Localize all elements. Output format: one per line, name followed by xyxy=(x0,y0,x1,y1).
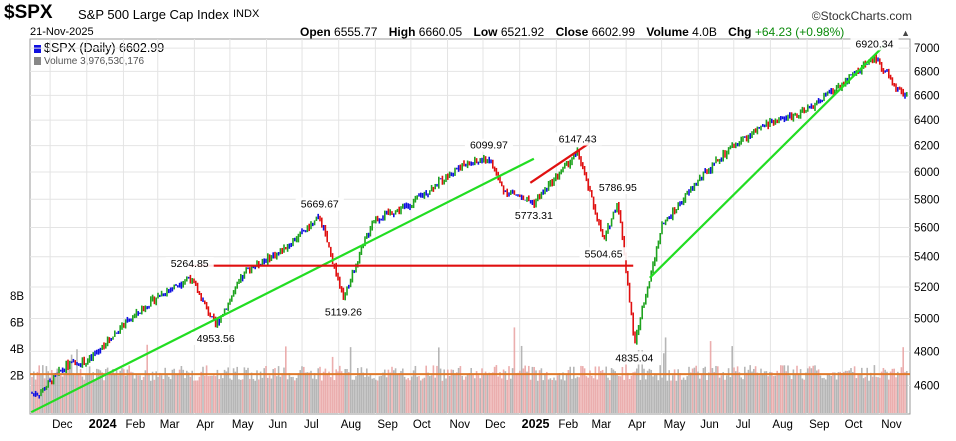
y-tick-label: 5600 xyxy=(914,222,940,234)
x-tick-label: Apr xyxy=(196,419,214,431)
trendline-support xyxy=(649,45,885,279)
annotation-label: 5264.85 xyxy=(171,258,209,270)
close-value: 6602.99 xyxy=(591,25,635,39)
low-value: 6521.92 xyxy=(500,25,545,39)
x-tick-label: Mar xyxy=(591,419,611,431)
x-tick-label: Aug xyxy=(341,419,361,431)
volume-value: 4.0B xyxy=(692,25,717,39)
y-tick-label: 6000 xyxy=(914,167,940,179)
x-tick-label: Feb xyxy=(125,419,145,431)
y-tick-label: 6800 xyxy=(914,66,940,78)
x-tick-label: Jul xyxy=(304,419,319,431)
x-tick-label: Nov xyxy=(450,419,471,431)
x-tick-label: May xyxy=(664,419,686,431)
index-name: S&P 500 Large Cap Index xyxy=(78,7,229,22)
annotation-bg xyxy=(610,351,659,365)
annotation-bg xyxy=(165,257,214,271)
high-label: High xyxy=(388,25,416,39)
date-label: 21-Nov-2025 xyxy=(30,26,94,38)
annotation-label: 4953.56 xyxy=(197,333,235,345)
y-tick-label: 5000 xyxy=(914,314,940,326)
plot-frame xyxy=(29,38,911,415)
trendline-resistance xyxy=(529,142,591,184)
x-tick-label: May xyxy=(232,419,254,431)
open-label: Open xyxy=(300,25,331,39)
close-label: Close xyxy=(555,25,589,39)
x-tick-label: 2024 xyxy=(89,417,117,431)
chg-value: +64.23 (+0.98%) xyxy=(754,25,845,39)
brand-label: ©StockCharts.com xyxy=(811,9,912,23)
volume-legend-swatch xyxy=(34,57,41,66)
price-legend-swatch xyxy=(34,44,41,53)
annotation-label: 6920.34 xyxy=(856,38,894,50)
volume-tick-label: 6B xyxy=(10,318,24,330)
annotation-bg xyxy=(191,332,240,346)
y-tick-label: 6400 xyxy=(914,115,940,127)
x-tick-label: Jun xyxy=(700,419,719,431)
y-tick-label: 4800 xyxy=(914,346,940,358)
volume-tick-label: 4B xyxy=(10,344,24,356)
annotation-label: 5504.65 xyxy=(585,248,623,260)
annotation-bg xyxy=(295,197,344,211)
x-tick-label: Dec xyxy=(52,419,73,431)
low-label: Low xyxy=(473,25,498,39)
x-tick-label: Sep xyxy=(377,419,397,431)
y-tick-label: 5200 xyxy=(914,282,940,294)
annotation-label: 5786.95 xyxy=(599,182,637,194)
y-tick-label: 4600 xyxy=(914,381,940,393)
annotation-label: 6099.97 xyxy=(470,140,508,152)
y-tick-label: 5800 xyxy=(914,194,940,206)
annotation-bg xyxy=(579,247,628,261)
annotation-bg xyxy=(850,37,899,51)
chg-label: Chg xyxy=(728,25,752,39)
volume-legend: Volume 3,976,530,176 xyxy=(34,56,144,67)
exchange-label: INDX xyxy=(233,8,260,20)
volume-label: Volume xyxy=(646,25,689,39)
x-tick-label: Nov xyxy=(881,419,902,431)
x-tick-label: Apr xyxy=(628,419,646,431)
annotation-bg xyxy=(509,208,558,222)
x-tick-label: Sep xyxy=(809,419,829,431)
annotation-label: 5773.31 xyxy=(515,210,553,222)
volume-tick-label: 2B xyxy=(10,371,24,383)
y-tick-label: 6600 xyxy=(914,90,940,102)
x-tick-label: Aug xyxy=(772,419,792,431)
open-value: 6555.77 xyxy=(334,25,378,39)
y-tick-label: 5400 xyxy=(914,252,940,264)
annotation-label: 5669.67 xyxy=(301,199,339,211)
high-value: 6660.05 xyxy=(418,25,463,39)
x-tick-label: Mar xyxy=(160,419,180,431)
x-tick-label: Jun xyxy=(269,419,288,431)
y-tick-label: 7000 xyxy=(914,43,940,55)
annotation-bg xyxy=(464,138,513,152)
ohlc-readout: Open 6555.77 High 6660.05 Low 6521.92 Cl… xyxy=(300,25,844,39)
volume-legend-label: Volume 3,976,530,176 xyxy=(44,56,145,67)
annotation-bg xyxy=(319,305,368,319)
x-tick-label: 2025 xyxy=(522,417,550,431)
annotation-label: 4835.04 xyxy=(615,353,653,365)
x-tick-label: Feb xyxy=(558,419,578,431)
annotation-label: 5119.26 xyxy=(325,307,362,319)
annotation-bg xyxy=(553,132,602,146)
annotation-label: 6147.43 xyxy=(559,134,597,146)
x-tick-label: Oct xyxy=(413,419,432,431)
trendline-support xyxy=(30,157,535,414)
x-tick-label: Oct xyxy=(845,419,864,431)
x-tick-label: Jul xyxy=(736,419,751,431)
symbol-title: $SPX xyxy=(4,2,53,23)
x-tick-label: Dec xyxy=(485,419,506,431)
y-tick-label: 6200 xyxy=(914,141,940,153)
annotation-bg xyxy=(593,181,642,195)
triangle-up-icon[interactable]: ▲ xyxy=(901,28,910,38)
volume-tick-label: 8B xyxy=(10,291,24,303)
